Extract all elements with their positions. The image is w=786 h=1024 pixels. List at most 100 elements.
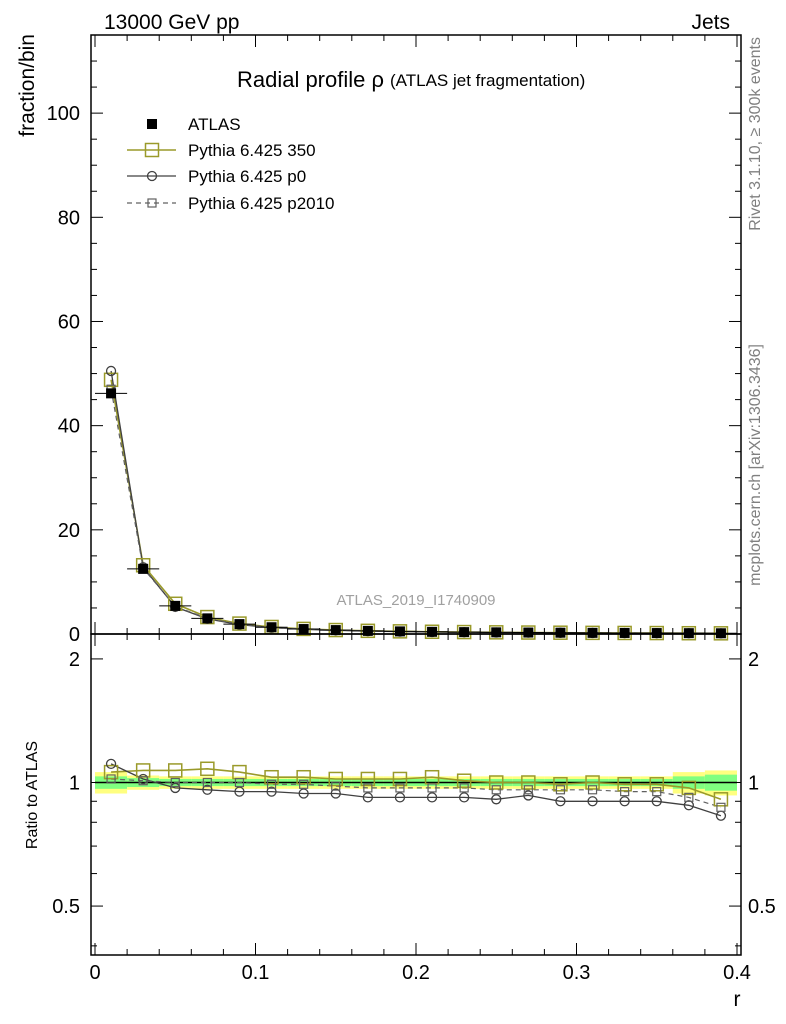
- x-tick-label: 0.2: [402, 962, 430, 984]
- main-y-tick-label: 100: [47, 103, 80, 125]
- ratio-point-pythia-6-425-p2010: [587, 785, 598, 795]
- ratio-point-pythia-6-425-350: [649, 777, 664, 792]
- data-point-atlas: [459, 627, 470, 638]
- ratio-y-tick-label: 0.5: [52, 896, 80, 918]
- data-point-atlas: [683, 628, 694, 639]
- data-point-atlas: [362, 625, 373, 636]
- data-point-atlas: [138, 563, 149, 574]
- ratio-point-pythia-6-425-p0: [330, 788, 341, 799]
- legend-marker-atlas: [147, 119, 157, 129]
- ratio-y-tick-label-right: 1: [748, 772, 759, 794]
- ratio-point-pythia-6-425-p2010: [716, 802, 726, 812]
- ratio-point-pythia-6-425-p2010: [427, 783, 437, 793]
- main-y-tick-label: 40: [58, 416, 80, 438]
- ratio-point-pythia-6-425-p0: [170, 782, 181, 794]
- ratio-y-tick-label: 2: [69, 649, 80, 671]
- main-plot-panel: 0 20 40 60 80 100 fraction/bin Radial profile…: [16, 34, 742, 646]
- ratio-y-tick-label-right: 2: [748, 649, 759, 671]
- ratio-point-pythia-6-425-p0: [266, 786, 277, 797]
- ratio-plot-frame: [90, 633, 742, 956]
- ratio-point-pythia-6-425-p0: [715, 810, 727, 821]
- ratio-point-pythia-6-425-p2010: [331, 781, 341, 791]
- data-point-atlas: [619, 627, 630, 638]
- data-point-pythia-6-425-p0: [105, 365, 117, 377]
- ratio-point-pythia-6-425-p0: [555, 796, 566, 807]
- data-point-atlas: [234, 619, 245, 630]
- legend-marker-pythia-6-425-350: [144, 142, 160, 158]
- ratio-point-pythia-6-425-p0: [234, 786, 245, 797]
- ratio-point-pythia-6-425-p2010: [652, 787, 662, 797]
- ratio-point-pythia-6-425-350: [296, 769, 311, 785]
- ratio-point-pythia-6-425-p2010: [363, 783, 373, 793]
- header-energy: 13000 GeV pp: [104, 11, 239, 34]
- main-y-tick-label: 80: [58, 207, 80, 229]
- data-point-atlas: [298, 624, 309, 635]
- x-axis-label: r: [734, 988, 741, 1011]
- ratio-point-pythia-6-425-p2010: [523, 785, 533, 795]
- data-point-atlas: [170, 600, 181, 611]
- ratio-y-tick-label: 1: [69, 772, 80, 794]
- legend-label-pythia-6-425-350: Pythia 6.425 350: [188, 141, 316, 160]
- data-point-atlas: [491, 627, 502, 638]
- ratio-point-pythia-6-425-p0: [651, 796, 662, 807]
- ratio-point-pythia-6-425-350: [585, 775, 600, 790]
- ratio-point-pythia-6-425-p0: [458, 792, 470, 803]
- data-point-atlas: [266, 622, 277, 633]
- data-point-atlas: [202, 613, 213, 624]
- ratio-point-pythia-6-425-350: [713, 792, 729, 807]
- x-tick-label: 0.4: [723, 962, 751, 984]
- legend-marker-pythia-6-425-p2010: [147, 198, 157, 208]
- rivet-version-label: Rivet 3.1.10, ≥ 300k events: [747, 37, 764, 231]
- ratio-point-pythia-6-425-p0: [619, 796, 630, 807]
- ratio-point-pythia-6-425-p0: [298, 788, 309, 799]
- ratio-line-pythia-6-425-350: [111, 767, 722, 801]
- ratio-point-pythia-6-425-350: [328, 771, 344, 787]
- ratio-line-pythia-6-425-p0: [110, 763, 722, 817]
- ratio-point-pythia-6-425-p2010: [459, 783, 469, 793]
- main-y-tick-label: 0: [69, 624, 80, 646]
- data-point-atlas: [394, 626, 405, 637]
- ratio-point-pythia-6-425-p0: [105, 758, 117, 770]
- x-tick-label: 0: [89, 962, 100, 984]
- ratio-point-pythia-6-425-p2010: [234, 777, 245, 788]
- ratio-point-pythia-6-425-350: [103, 764, 119, 780]
- data-point-atlas: [587, 627, 598, 638]
- ratio-point-pythia-6-425-p2010: [106, 774, 116, 784]
- ratio-point-pythia-6-425-350: [521, 775, 536, 790]
- ratio-point-pythia-6-425-350: [553, 777, 568, 792]
- ratio-point-pythia-6-425-p2010: [266, 779, 277, 789]
- legend-label-pythia-6-425-p0: Pythia 6.425 p0: [188, 167, 306, 186]
- ratio-point-pythia-6-425-p2010: [138, 776, 148, 786]
- legend-label-pythia-6-425-p2010: Pythia 6.425 p2010: [188, 194, 335, 213]
- ratio-point-pythia-6-425-p0: [491, 794, 502, 805]
- header-process: Jets: [691, 11, 730, 34]
- data-point-pythia-6-425-350: [103, 372, 119, 388]
- ratio-point-pythia-6-425-p0: [362, 792, 374, 803]
- ratio-point-pythia-6-425-p2010: [170, 777, 180, 788]
- ratio-point-pythia-6-425-p2010: [299, 779, 309, 789]
- data-point-pythia-6-425-350: [232, 616, 247, 631]
- mcplots-source-label: mcplots.cern.ch [arXiv:1306.3436]: [747, 344, 764, 586]
- ratio-point-pythia-6-425-350: [681, 780, 697, 796]
- ratio-point-pythia-6-425-p0: [202, 784, 213, 795]
- data-point-atlas: [106, 388, 117, 399]
- ratio-point-pythia-6-425-350: [264, 769, 279, 785]
- ratio-y-axis-label: Ratio to ATLAS: [24, 741, 41, 849]
- analysis-watermark: ATLAS_2019_I1740909: [336, 592, 495, 609]
- ratio-point-pythia-6-425-p0: [394, 792, 406, 803]
- x-tick-label: 0.1: [242, 962, 270, 984]
- data-point-atlas: [330, 625, 341, 636]
- ratio-point-pythia-6-425-350: [456, 773, 472, 788]
- legend-label-atlas: ATLAS: [188, 115, 241, 134]
- chart-subtitle: (ATLAS jet fragmentation): [390, 71, 585, 90]
- main-y-tick-label: 20: [58, 520, 80, 542]
- main-y-axis-label: fraction/bin: [16, 34, 39, 137]
- ratio-point-pythia-6-425-p0: [426, 792, 438, 803]
- data-point-atlas: [523, 627, 534, 638]
- data-point-atlas: [651, 628, 662, 639]
- ratio-point-pythia-6-425-p2010: [555, 785, 566, 795]
- data-point-atlas: [555, 627, 566, 638]
- ratio-point-pythia-6-425-350: [392, 771, 408, 787]
- x-tick-label: 0.3: [563, 962, 591, 984]
